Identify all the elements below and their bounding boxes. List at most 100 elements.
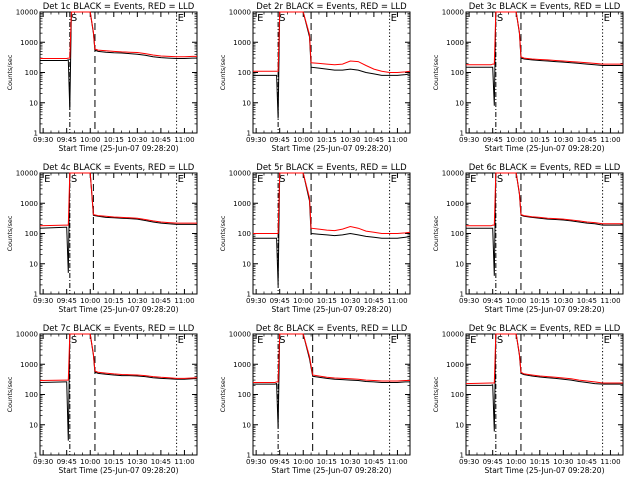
x-tick-label: 10:45: [577, 458, 597, 466]
x-tick-label: 10:00: [506, 458, 526, 466]
x-axis-label: Start Time (25-Jun-07 09:28:20): [485, 305, 605, 314]
y-tick-label: 10000: [16, 331, 38, 339]
y-tick-label: 1: [460, 452, 464, 460]
panel-title: Det 8c BLACK = Events, RED = LLD: [256, 324, 408, 334]
interval-marker: S: [279, 335, 285, 346]
interval-marker: S: [279, 174, 285, 185]
y-tick-label: 100: [451, 391, 464, 399]
detector-panel-4: Det 4c BLACK = Events, RED = LLD 1 10 100 10…: [6, 163, 198, 314]
x-tick-label: 10:30: [553, 136, 573, 144]
y-tick-label: 1000: [446, 361, 464, 369]
x-tick-label: 10:00: [293, 136, 313, 144]
y-tick-label: 1000: [20, 200, 38, 208]
y-tick-label: 1000: [446, 200, 464, 208]
x-axis-label: Start Time (25-Jun-07 09:28:20): [485, 144, 605, 153]
x-tick-label: 10:30: [340, 297, 360, 305]
y-tick-label: 10: [29, 99, 38, 107]
y-axis-label: Counts/sec: [6, 376, 14, 412]
x-tick-label: 10:00: [293, 297, 313, 305]
x-tick-label: 09:30: [459, 458, 479, 466]
y-tick-label: 100: [238, 230, 251, 238]
interval-marker: E: [391, 335, 397, 346]
interval-marker: E: [178, 13, 184, 24]
y-tick-label: 100: [238, 391, 251, 399]
y-tick-label: 100: [451, 69, 464, 77]
y-tick-label: 1000: [233, 200, 251, 208]
y-tick-label: 1: [460, 291, 464, 299]
x-tick-label: 10:45: [364, 458, 384, 466]
series-line-events: [253, 172, 411, 285]
x-tick-label: 10:45: [151, 136, 171, 144]
y-tick-label: 10: [242, 260, 251, 268]
x-tick-label: 11:00: [600, 297, 620, 305]
panel-title: Det 7c BLACK = Events, RED = LLD: [43, 324, 195, 334]
y-tick-label: 1: [247, 130, 251, 138]
detector-panel-2: Det 2r BLACK = Events, RED = LLD 1 10 100 10…: [219, 2, 411, 153]
x-tick-label: 09:30: [459, 297, 479, 305]
y-tick-label: 100: [238, 69, 251, 77]
detector-panel-9: Det 9c BLACK = Events, RED = LLD 1 10 100 10…: [432, 324, 624, 475]
x-tick-label: 09:45: [483, 136, 503, 144]
y-tick-label: 10000: [229, 331, 251, 339]
y-tick-label: 1000: [233, 39, 251, 47]
x-axis-label: Start Time (25-Jun-07 09:28:20): [272, 466, 392, 475]
y-axis-label: Counts/sec: [219, 215, 227, 251]
x-tick-label: 10:15: [104, 136, 124, 144]
y-tick-label: 1000: [20, 361, 38, 369]
x-axis-label: Start Time (25-Jun-07 09:28:20): [272, 305, 392, 314]
y-tick-label: 1: [34, 291, 38, 299]
series-line-lld: [253, 11, 411, 73]
y-tick-label: 100: [451, 230, 464, 238]
x-tick-label: 10:45: [577, 297, 597, 305]
y-tick-label: 10000: [442, 9, 464, 17]
y-tick-label: 100: [25, 69, 38, 77]
panel-title: Det 1c BLACK = Events, RED = LLD: [43, 2, 195, 12]
y-axis-label: Counts/sec: [219, 376, 227, 412]
y-tick-label: 10000: [229, 170, 251, 178]
x-tick-label: 09:30: [459, 136, 479, 144]
x-tick-label: 10:15: [317, 136, 337, 144]
x-axis-label: Start Time (25-Jun-07 09:28:20): [272, 144, 392, 153]
y-tick-label: 10: [242, 421, 251, 429]
x-tick-label: 09:45: [57, 297, 77, 305]
y-axis-label: Counts/sec: [432, 376, 440, 412]
y-axis-label: Counts/sec: [432, 215, 440, 251]
y-axis-label: Counts/sec: [6, 54, 14, 90]
plot-frame: [39, 11, 198, 134]
x-tick-label: 09:30: [246, 136, 266, 144]
series-line-events: [40, 11, 197, 110]
x-tick-label: 09:45: [270, 136, 290, 144]
x-tick-label: 10:30: [127, 297, 147, 305]
panel-title: Det 9c BLACK = Events, RED = LLD: [469, 324, 621, 334]
plot-frame: [252, 11, 411, 134]
x-tick-label: 11:00: [174, 136, 194, 144]
y-tick-label: 1: [247, 452, 251, 460]
x-tick-label: 09:45: [57, 458, 77, 466]
x-tick-label: 09:45: [483, 458, 503, 466]
y-tick-label: 10000: [442, 170, 464, 178]
x-tick-label: 10:30: [340, 136, 360, 144]
interval-marker: E: [178, 335, 184, 346]
detector-panel-7: Det 7c BLACK = Events, RED = LLD 1 10 100 10…: [6, 324, 198, 475]
y-tick-label: 1: [34, 452, 38, 460]
series-line-events: [39, 333, 198, 441]
x-axis-label: Start Time (25-Jun-07 09:28:20): [59, 466, 179, 475]
x-tick-label: 11:00: [600, 136, 620, 144]
y-tick-label: 1: [247, 291, 251, 299]
series-line-lld: [39, 172, 197, 227]
y-axis-label: Counts/sec: [432, 54, 440, 90]
y-tick-label: 1: [34, 130, 38, 138]
y-tick-label: 10: [455, 421, 464, 429]
interval-marker: S: [497, 174, 503, 185]
x-tick-label: 10:15: [530, 136, 550, 144]
x-tick-label: 09:30: [246, 297, 266, 305]
x-tick-label: 11:00: [387, 136, 407, 144]
x-tick-label: 10:15: [104, 458, 124, 466]
y-tick-label: 1000: [20, 39, 38, 47]
x-tick-label: 10:15: [317, 297, 337, 305]
y-tick-label: 1000: [233, 361, 251, 369]
y-tick-label: 10000: [16, 170, 38, 178]
series-line-events: [466, 11, 623, 106]
x-tick-label: 11:00: [387, 297, 407, 305]
y-tick-label: 10: [455, 99, 464, 107]
